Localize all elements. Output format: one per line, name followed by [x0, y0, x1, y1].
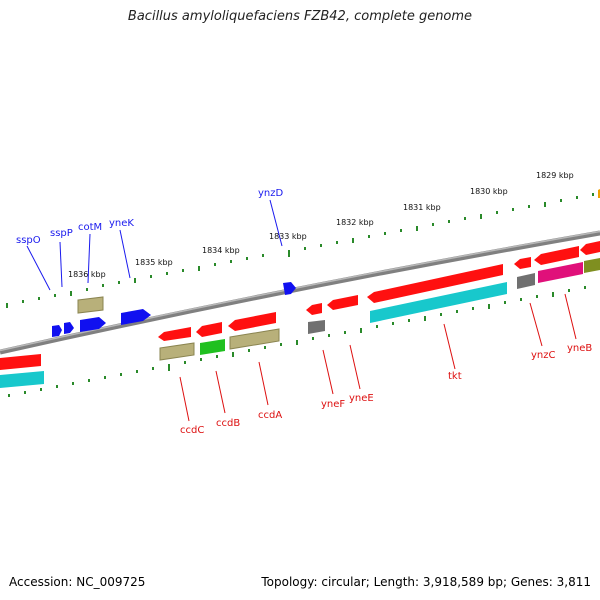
ruler-label-1834: 1834 kbp [202, 246, 240, 255]
gene-feature-yneK[interactable] [121, 309, 151, 325]
reverse-outer-features [0, 258, 600, 388]
gene-label-ccdC: ccdC [180, 425, 204, 436]
ruler-label-1835: 1835 kbp [135, 258, 173, 267]
genome-backbone [0, 230, 600, 355]
gene-feature-khaki-1[interactable] [159, 342, 195, 361]
gene-feature-yneB-a[interactable] [580, 241, 600, 255]
reverse-inner-features [0, 241, 600, 370]
gene-feature-tkt[interactable] [367, 264, 503, 303]
gene-feature-green-1[interactable] [200, 339, 225, 355]
gene-label-yneK: yneK [109, 218, 134, 229]
gene-label-sspP: sspP [50, 228, 73, 239]
gene-feature-yneK-a[interactable] [80, 317, 106, 332]
gene-label-ynzC: ynzC [531, 350, 556, 361]
gene-feature-gray-2[interactable] [517, 273, 535, 289]
gene-feature-sspP[interactable] [64, 322, 74, 334]
ruler-label-1831: 1831 kbp [403, 203, 441, 212]
gene-feature-cotM[interactable] [77, 296, 104, 314]
ruler-label-1833: 1833 kbp [269, 232, 307, 241]
gene-feature-yneE[interactable] [327, 295, 358, 310]
reverse-leader-lines [179, 293, 577, 422]
gene-feature-ccdC[interactable] [158, 327, 191, 341]
gene-feature-ynzC-a[interactable] [514, 257, 531, 269]
gene-label-tkt: tkt [448, 371, 462, 382]
gene-label-sspO: sspO [16, 235, 41, 246]
ruler-label-1829: 1829 kbp [536, 171, 574, 180]
genome-backbone-highlight [0, 230, 600, 352]
gene-feature-khaki-2[interactable] [229, 328, 280, 350]
gene-feature-magenta[interactable] [538, 262, 583, 283]
gene-feature-sspO[interactable] [52, 325, 62, 337]
gene-feature-yneF[interactable] [306, 303, 322, 315]
ruler-label-1830: 1830 kbp [470, 187, 508, 196]
ruler-reverse-ticks [8, 286, 586, 397]
map-title: Bacillus amyloliquefaciens FZB42, comple… [127, 9, 473, 24]
gene-feature-ynzC[interactable] [534, 246, 579, 265]
gene-label-yneF: yneF [321, 399, 345, 410]
gene-label-cotM: cotM [78, 222, 102, 233]
gene-feature-olive[interactable] [584, 258, 600, 273]
genome-summary-text: Topology: circular; Length: 3,918,589 bp… [261, 575, 591, 589]
gene-label-ynzD: ynzD [258, 188, 284, 199]
gene-feature-ccdA[interactable] [228, 312, 276, 331]
gene-label-yneB: yneB [567, 343, 592, 354]
gene-feature-left-edge-cyan[interactable] [0, 371, 44, 388]
gene-feature-ccdB[interactable] [196, 322, 222, 337]
ruler-label-1832: 1832 kbp [336, 218, 374, 227]
accession-text: Accession: NC_009725 [9, 575, 146, 589]
gene-label-yneE: yneE [349, 393, 374, 404]
ruler-label-1836: 1836 kbp [68, 270, 106, 279]
gene-feature-cyan-long[interactable] [370, 282, 507, 323]
gene-feature-left-edge-red[interactable] [0, 354, 41, 370]
gene-feature-gray-1[interactable] [308, 320, 325, 334]
gene-feature-ynzD[interactable] [283, 282, 296, 295]
ruler-forward-ticks [6, 193, 594, 308]
forward-leader-lines [26, 199, 283, 291]
gene-label-ccdB: ccdB [216, 418, 240, 429]
gene-label-ccdA: ccdA [258, 410, 282, 421]
forward-features [77, 189, 600, 314]
